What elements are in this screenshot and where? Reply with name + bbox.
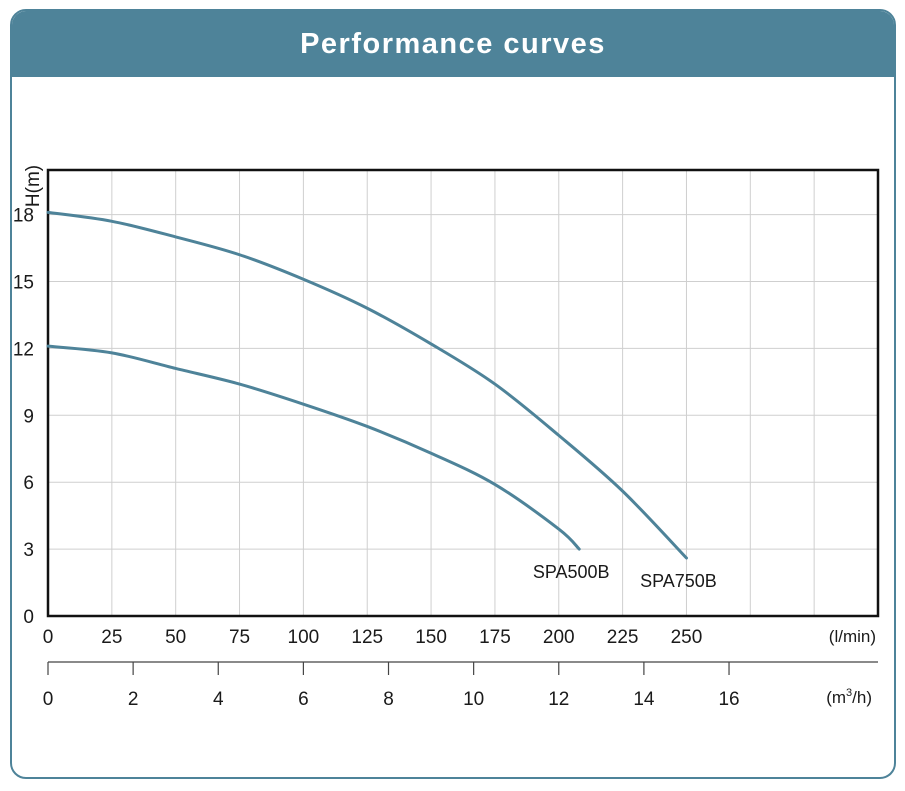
x2-tick-label: 16 bbox=[718, 689, 739, 710]
y-tick-label: 15 bbox=[13, 273, 34, 294]
x2-tick-label: 10 bbox=[463, 689, 484, 710]
y-tick-label: 18 bbox=[13, 206, 34, 227]
y-tick-label: 3 bbox=[23, 540, 34, 561]
series-label-spa750b: SPA750B bbox=[640, 571, 717, 591]
plot-frame bbox=[46, 168, 880, 618]
x-tick-label: 75 bbox=[229, 627, 250, 648]
x-tick-label: 125 bbox=[351, 627, 383, 648]
x-tick-label: 225 bbox=[607, 627, 639, 648]
x2-tick-label: 4 bbox=[213, 689, 224, 710]
x-tick-label: 250 bbox=[671, 627, 703, 648]
series-line-spa500b bbox=[46, 344, 581, 551]
series-label-spa500b: SPA500B bbox=[533, 562, 610, 582]
y-tick-label: 6 bbox=[23, 473, 34, 494]
series-line-spa750b bbox=[46, 210, 688, 560]
performance-card: Performance curves bbox=[10, 9, 896, 779]
y-tick-label: 9 bbox=[23, 406, 34, 427]
x2-tick-label: 6 bbox=[298, 689, 309, 710]
x-tick-label: 0 bbox=[43, 627, 54, 648]
x2-axis-label: (m3/h) bbox=[826, 687, 872, 707]
x-tick-label: 100 bbox=[288, 627, 320, 648]
y-axis-label: H(m) bbox=[23, 165, 44, 207]
page-title: Performance curves bbox=[12, 11, 894, 77]
x-tick-label: 25 bbox=[101, 627, 122, 648]
x2-tick-label: 0 bbox=[43, 689, 54, 710]
x-axis-label: (l/min) bbox=[829, 627, 876, 646]
y-tick-label: 12 bbox=[13, 339, 34, 360]
x2-tick-label: 14 bbox=[633, 689, 655, 710]
x-tick-label: 50 bbox=[165, 627, 186, 648]
x2-tick-label: 12 bbox=[548, 689, 569, 710]
x2-tick-label: 2 bbox=[128, 689, 139, 710]
y-tick-label: 0 bbox=[23, 607, 34, 628]
x-tick-label: 150 bbox=[415, 627, 447, 648]
x-tick-label: 200 bbox=[543, 627, 575, 648]
x-tick-label: 175 bbox=[479, 627, 511, 648]
x2-tick-label: 8 bbox=[383, 689, 394, 710]
